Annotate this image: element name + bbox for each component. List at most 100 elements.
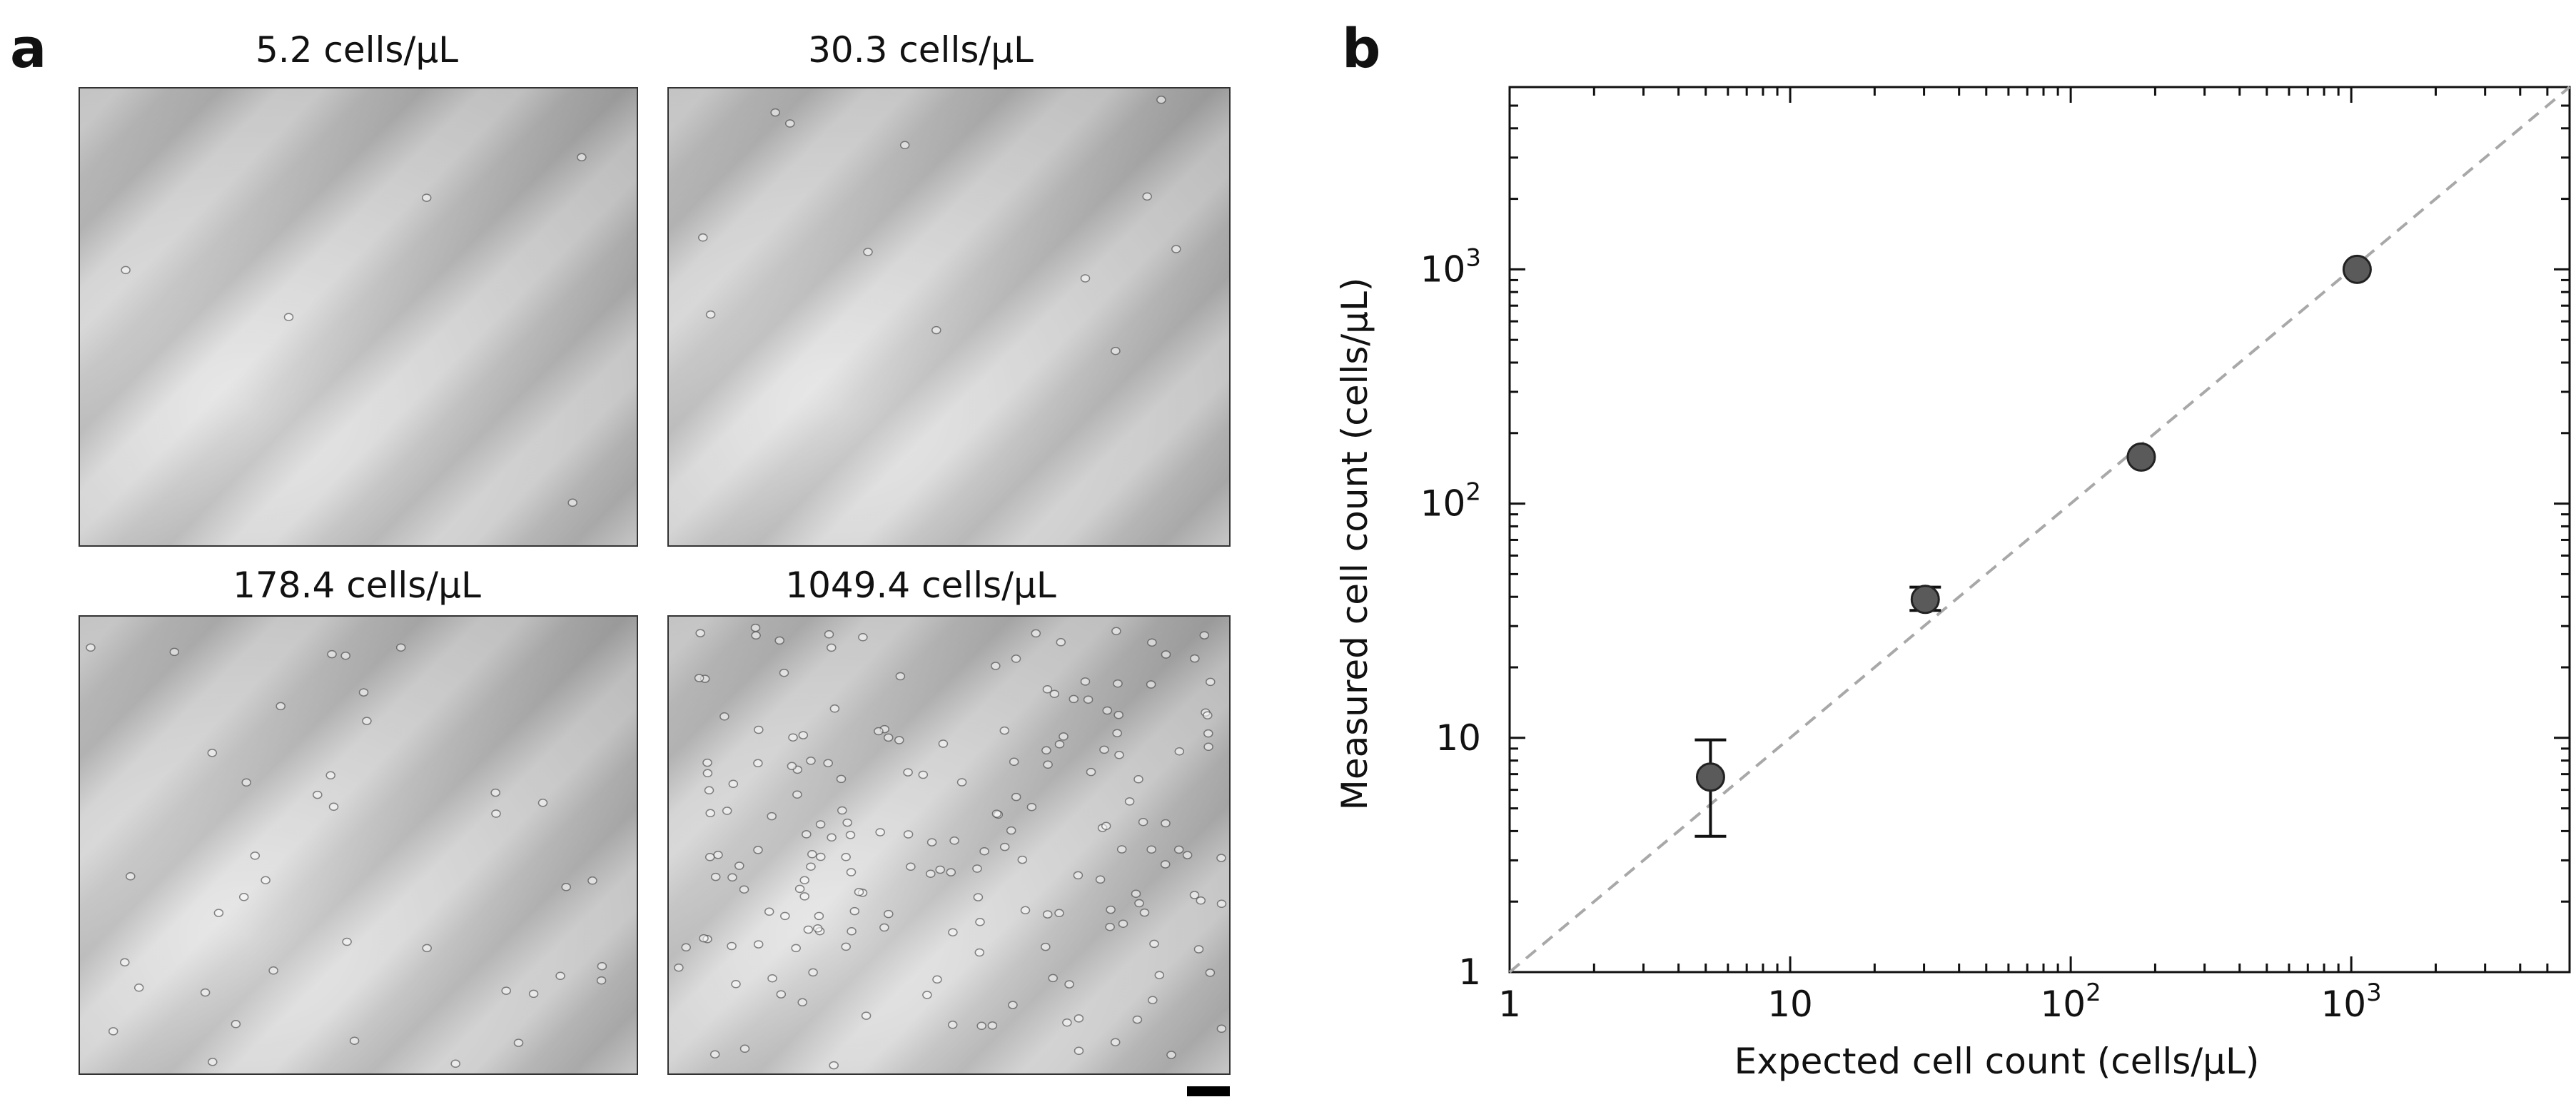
cell [261,876,271,884]
cell [780,911,790,921]
cell [753,940,764,949]
cell [846,868,857,876]
cell [750,623,761,632]
cell [704,786,714,795]
cell [1203,742,1213,752]
cell [1073,871,1084,880]
cell [931,325,941,335]
cell [979,846,989,856]
x-axis-label: Expected cell count (cells/µL) [1734,1041,2260,1082]
cell [241,778,251,787]
cell [342,937,352,946]
cell [710,872,721,881]
cell [1008,1001,1018,1009]
cell [674,963,684,972]
cell [1134,899,1144,908]
cell [903,830,914,839]
cell [814,911,824,921]
cell [722,807,732,815]
cell [1142,192,1152,201]
cell [1199,631,1210,640]
cell [791,944,801,953]
cell [1196,896,1206,905]
cell [861,1011,872,1020]
cell [991,809,1002,818]
cell [794,884,805,894]
cell [1080,677,1091,686]
cell [812,924,823,933]
cell [213,909,224,917]
cell [774,636,784,645]
image-title-178-4: 178.4 cells/µL [233,565,481,606]
cell [935,865,945,874]
data-point [1695,762,1725,792]
cell [1041,942,1051,951]
cell [922,991,932,999]
cell [698,233,708,242]
cell [903,768,913,777]
cell [528,989,539,999]
image-title-1049-4: 1049.4 cells/µL [785,565,1056,606]
cell [1064,980,1074,989]
cell [1041,746,1051,755]
cell [829,704,840,713]
cell [792,790,802,799]
cell [753,846,763,854]
cell [325,771,335,780]
cell [169,647,180,657]
cell [727,873,737,882]
cell [699,934,709,943]
cell [702,758,712,767]
cell [1110,1038,1121,1046]
cell [1062,1018,1072,1027]
cell [899,141,910,150]
cell [313,790,323,799]
cell [555,971,565,981]
cell [1132,1015,1143,1024]
cell [1106,905,1116,914]
data-point [2126,442,2156,472]
cell [824,630,834,639]
cell [739,1044,750,1053]
cell [1216,1024,1227,1033]
cell [1146,845,1156,854]
cell [894,736,904,744]
cell [200,988,211,997]
cell [1017,855,1028,864]
cell [999,726,1010,735]
cell [1173,845,1184,854]
cell [1156,96,1166,104]
cell [938,739,949,748]
cell [1206,677,1216,687]
cell [567,498,577,507]
cell [1203,729,1213,738]
cell [340,651,350,660]
cell [207,749,218,757]
cell [362,717,372,725]
cell [108,1027,118,1036]
cell [1114,751,1124,759]
x-tick-label: 10 [1767,984,1813,1025]
cell [827,643,837,652]
cell [788,733,798,742]
cell [1148,996,1158,1004]
cell [1086,767,1096,777]
cell [854,887,864,896]
cell [776,990,787,999]
cell [1171,245,1181,253]
cell [807,850,817,859]
cell [86,643,96,652]
cell [727,941,737,951]
cell [883,733,894,742]
cell [1011,654,1021,663]
cell [1042,910,1053,919]
cell [837,806,847,815]
cell [709,1050,720,1058]
cell [816,852,826,861]
cell [537,799,548,807]
cell [1111,346,1121,355]
cell [728,779,739,789]
cell [1147,638,1157,647]
cell [947,1021,958,1029]
y-axis-label: Measured cell count (cells/µL) [1334,278,1375,811]
